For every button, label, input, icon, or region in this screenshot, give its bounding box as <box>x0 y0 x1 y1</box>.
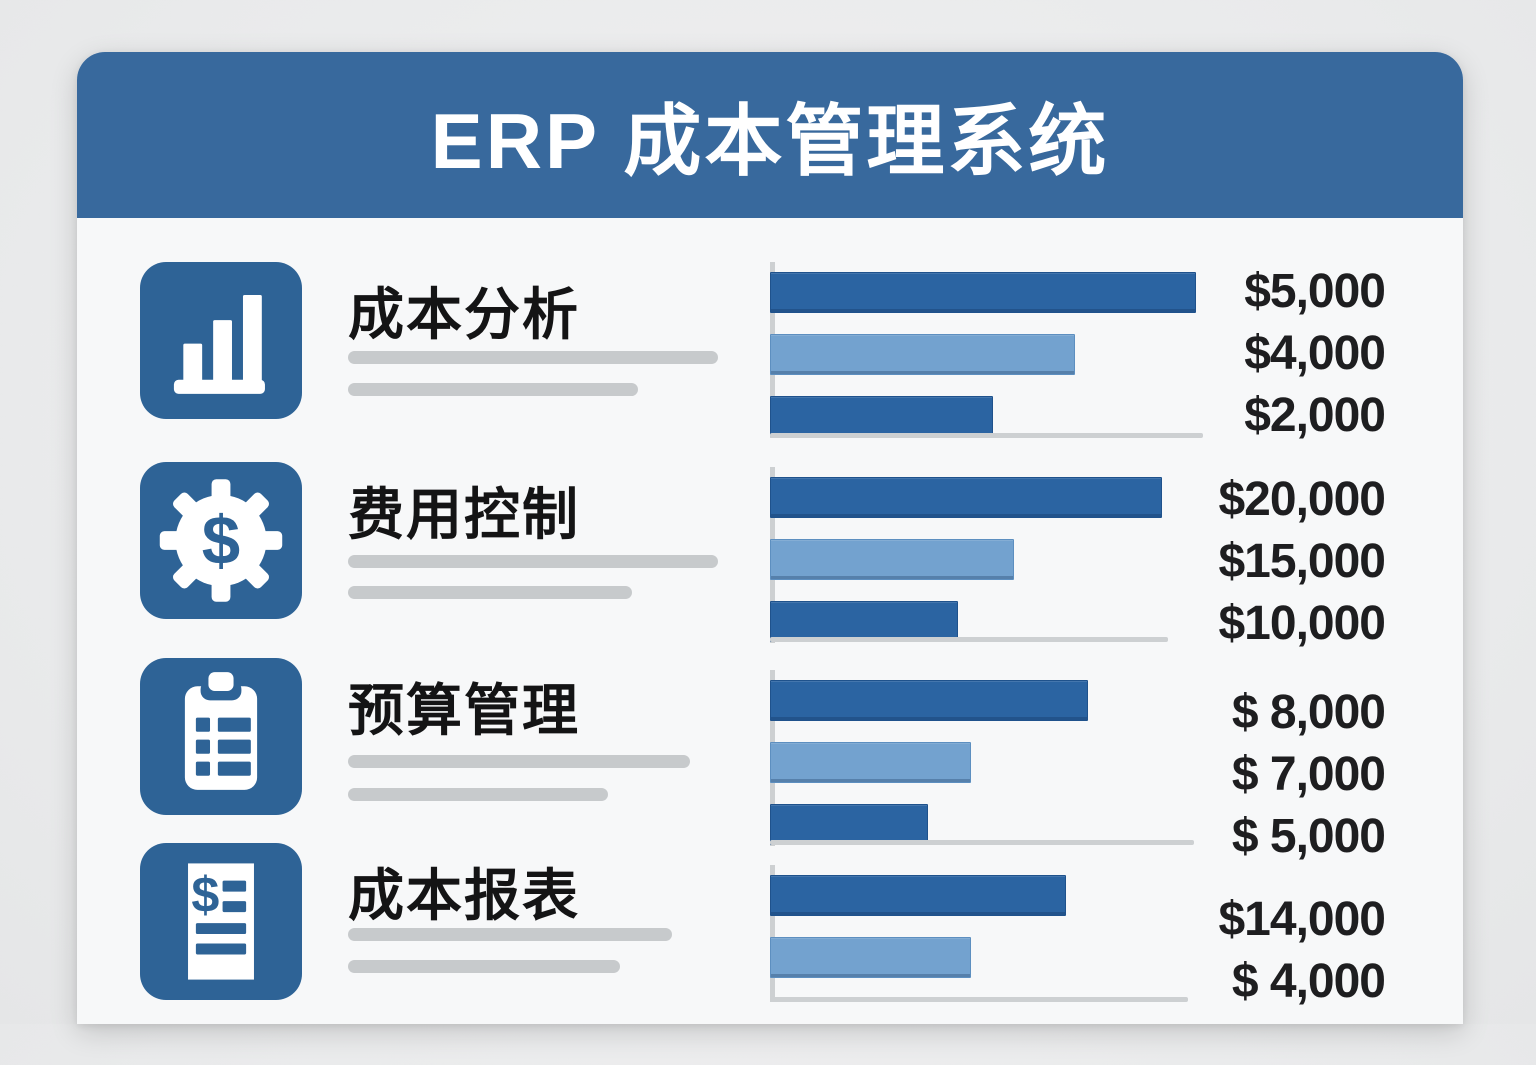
chart-axis <box>770 865 775 1002</box>
chart-baseline <box>770 637 1168 642</box>
chart-baseline <box>770 840 1194 845</box>
section-expense-control: $ 费用控制 $20,000 $15,000 $10,000 <box>77 462 1463 662</box>
gear-dollar-icon-glyph: $ <box>159 479 283 602</box>
budget-management-chart: $ 8,000 $ 7,000 $ 5,000 <box>770 670 1400 870</box>
placeholder-line <box>348 586 632 599</box>
section-title: 成本报表 <box>348 864 580 927</box>
value-label: $4,000 <box>1244 327 1386 380</box>
value-label: $ 5,000 <box>1231 810 1386 863</box>
section-budget-management: 预算管理 $ 8,000 $ 7,000 $ 5,000 <box>77 658 1463 863</box>
bar <box>770 272 1197 313</box>
section-text: 费用控制 <box>348 462 748 632</box>
bar-chart-icon-glyph <box>173 294 265 394</box>
bar-row: $2,000 <box>770 389 1400 442</box>
placeholder-line <box>348 755 690 768</box>
clipboard-icon-glyph <box>184 672 258 790</box>
bar <box>770 477 1162 518</box>
report-dollar-icon-glyph: $ <box>188 863 254 980</box>
bar-row: $15,000 <box>770 535 1400 588</box>
placeholder-line <box>348 351 718 364</box>
bar <box>770 875 1067 916</box>
placeholder-line <box>348 788 608 801</box>
gear-dollar-icon: $ <box>140 462 302 619</box>
value-label: $15,000 <box>1218 535 1386 588</box>
placeholder-line <box>348 928 672 941</box>
placeholder-line <box>348 383 638 396</box>
cost-report-chart: $14,000 $ 4,000 <box>770 865 1400 1065</box>
bar <box>770 680 1089 721</box>
svg-text:$: $ <box>202 501 240 579</box>
bar-row: $ 7,000 <box>770 742 1400 801</box>
value-label: $5,000 <box>1244 265 1386 318</box>
svg-text:$: $ <box>191 867 219 923</box>
bar-row: $ 8,000 <box>770 680 1400 739</box>
placeholder-line <box>348 555 718 568</box>
value-label: $20,000 <box>1218 473 1386 526</box>
chart-baseline <box>770 433 1203 438</box>
bar-row: $10,000 <box>770 597 1400 650</box>
section-text: 成本报表 <box>348 843 748 1013</box>
page-title: ERP 成本管理系统 <box>430 97 1110 185</box>
section-title: 预算管理 <box>348 679 580 742</box>
value-label: $10,000 <box>1218 597 1386 650</box>
bar <box>770 334 1076 375</box>
bar-row: $4,000 <box>770 327 1400 380</box>
value-label: $ 4,000 <box>1231 955 1386 1008</box>
value-label: $ 7,000 <box>1231 748 1386 801</box>
expense-control-chart: $20,000 $15,000 $10,000 <box>770 467 1400 667</box>
report-dollar-icon: $ <box>140 843 302 1000</box>
value-label: $ 8,000 <box>1231 686 1386 739</box>
section-title: 费用控制 <box>348 483 580 546</box>
bar <box>770 804 928 845</box>
bar <box>770 742 972 783</box>
bar-row: $ 4,000 <box>770 937 1400 1008</box>
bar <box>770 539 1015 580</box>
bar <box>770 601 959 642</box>
section-text: 成本分析 <box>348 262 748 432</box>
bar <box>770 937 972 978</box>
section-text: 预算管理 <box>348 658 748 828</box>
value-label: $14,000 <box>1218 893 1386 946</box>
erp-cost-card: ERP 成本管理系统 成本分析 $5,000 $4,000 <box>77 52 1463 1024</box>
bar-row: $ 5,000 <box>770 804 1400 863</box>
clipboard-icon <box>140 658 302 815</box>
title-bar: ERP 成本管理系统 <box>77 52 1463 218</box>
bar-row: $20,000 <box>770 473 1400 526</box>
bar-row: $5,000 <box>770 265 1400 318</box>
chart-baseline <box>770 997 1188 1002</box>
value-label: $2,000 <box>1244 389 1386 442</box>
placeholder-line <box>348 960 620 973</box>
cost-analysis-chart: $5,000 $4,000 $2,000 <box>770 262 1400 462</box>
section-cost-analysis: 成本分析 $5,000 $4,000 $2,000 <box>77 262 1463 462</box>
section-cost-report: $ 成本报表 $14,000 $ 4,000 <box>77 843 1463 1043</box>
bar <box>770 396 993 437</box>
bar-chart-icon <box>140 262 302 419</box>
bar-row: $14,000 <box>770 875 1400 946</box>
section-title: 成本分析 <box>348 283 580 346</box>
